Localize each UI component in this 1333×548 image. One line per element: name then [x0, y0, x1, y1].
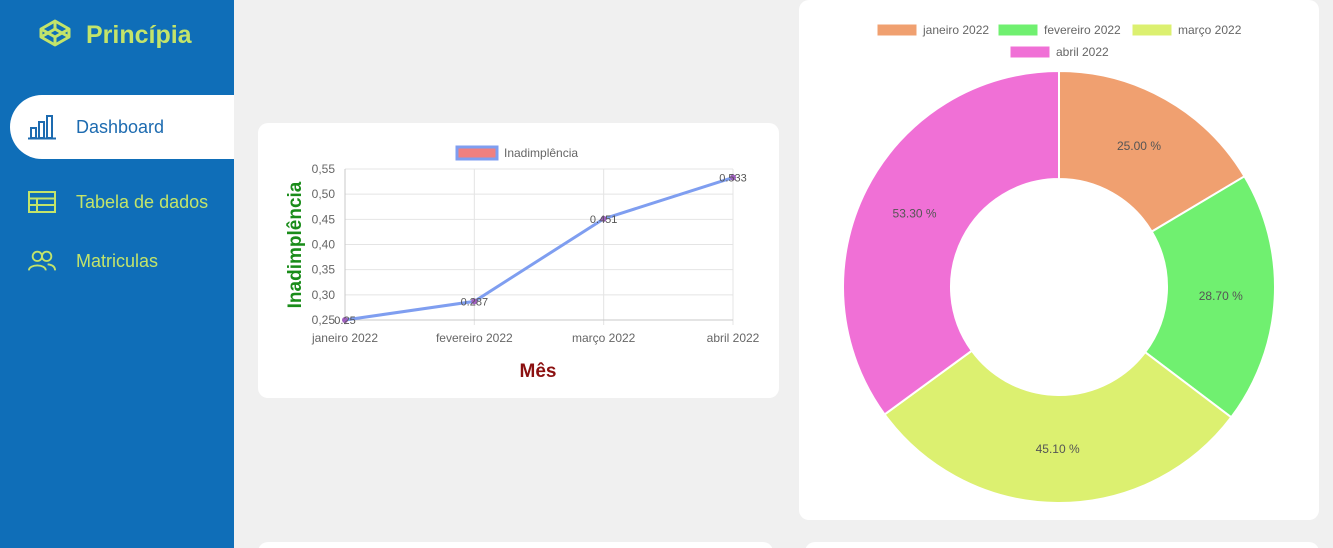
- legend-swatch: [876, 23, 918, 37]
- next-card: [258, 542, 773, 548]
- users-icon: [28, 247, 56, 275]
- data-point: [730, 174, 736, 181]
- sidebar-item-dashboard[interactable]: Dashboard: [10, 95, 234, 159]
- codepen-logo-icon: [38, 18, 72, 53]
- legend-swatch: [1009, 45, 1051, 59]
- donut-slice: [883, 349, 1233, 504]
- donut-slice: [842, 69, 1060, 416]
- sidebar-item-label: Matriculas: [76, 250, 159, 271]
- data-point: [600, 215, 607, 222]
- table-icon: [28, 188, 56, 216]
- donut-slice: [1058, 69, 1246, 234]
- brand-name: Princípia: [86, 21, 192, 49]
- slice-label: 28.70 %: [1199, 289, 1243, 303]
- legend-label: janeiro 2022: [922, 23, 989, 37]
- x-tick-label: março 2022: [572, 331, 636, 345]
- legend-label: Inadimplência: [504, 146, 578, 160]
- y-axis-title: Inadimplência: [285, 181, 306, 308]
- slice-label: 25.00 %: [1117, 139, 1161, 153]
- sidebar: Princípia Dashboard: [0, 0, 234, 548]
- series-line: [344, 176, 734, 322]
- y-tick-label: 0,45: [312, 212, 336, 226]
- brand[interactable]: Princípia: [38, 18, 192, 53]
- data-label: 0.533: [719, 173, 747, 185]
- slice-label: 53.30 %: [893, 207, 937, 221]
- data-point: [342, 317, 348, 323]
- x-axis-title: Mês: [520, 361, 557, 382]
- legend-label: março 2022: [1178, 23, 1242, 37]
- sidebar-item-label: Tabela de dados: [76, 191, 209, 212]
- data-label: 0.25: [334, 315, 355, 327]
- donut-chart-card: janeiro 2022 fevereiro 2022 março 2022 abri…: [799, 0, 1319, 520]
- sidebar-item-matriculas[interactable]: Matriculas: [10, 229, 234, 293]
- y-tick-label: 0,25: [312, 313, 336, 327]
- y-tick-label: 0,35: [312, 263, 336, 277]
- legend-swatch: [997, 23, 1039, 37]
- slice-label: 45.10 %: [1036, 442, 1080, 456]
- next-card: [805, 542, 1319, 548]
- y-tick-label: 0,55: [312, 162, 336, 176]
- data-label: 0.451: [590, 214, 618, 226]
- bar-chart-icon: [28, 113, 56, 141]
- sidebar-item-label: Dashboard: [76, 116, 165, 137]
- data-point: [471, 298, 478, 305]
- legend-label: abril 2022: [1056, 45, 1109, 59]
- x-tick-label: janeiro 2022: [311, 331, 378, 345]
- donut-slice: [1143, 174, 1276, 419]
- data-label: 0.287: [461, 296, 489, 308]
- y-tick-label: 0,40: [312, 238, 336, 252]
- x-tick-label: fevereiro 2022: [436, 331, 513, 345]
- line-chart: Inadimplência 0,25 0,30 0,35 0,40 0,45 0,50 0,5…: [285, 145, 760, 382]
- legend-swatch: [1131, 23, 1173, 37]
- legend-swatch: [455, 145, 499, 161]
- x-tick-label: abril 2022: [707, 331, 760, 345]
- y-tick-label: 0,50: [312, 187, 336, 201]
- line-chart-card: Inadimplência 0,25 0,30 0,35 0,40 0,45 0,50 0,5…: [258, 123, 779, 398]
- y-tick-label: 0,30: [312, 288, 336, 302]
- legend-label: fevereiro 2022: [1044, 23, 1121, 37]
- donut-chart: janeiro 2022 fevereiro 2022 março 2022 abri…: [842, 23, 1276, 504]
- sidebar-item-tabela-de-dados[interactable]: Tabela de dados: [10, 170, 234, 234]
